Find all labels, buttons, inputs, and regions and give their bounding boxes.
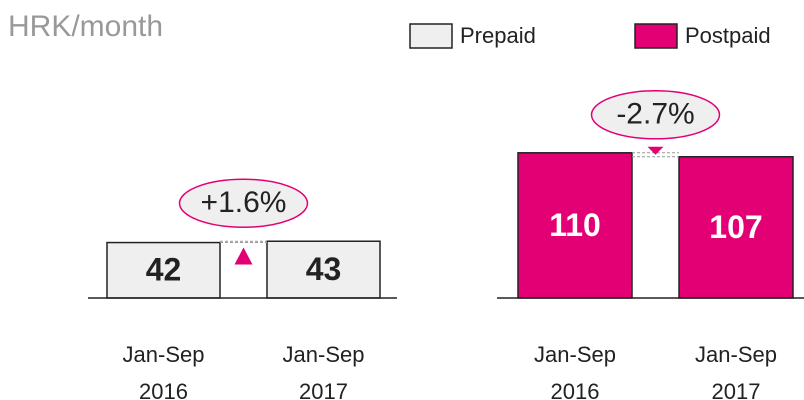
change-arrow (647, 146, 664, 155)
bar-value-label: 107 (709, 209, 762, 245)
change-bubble (590, 90, 721, 140)
category-label: Jan-Sep 2016 (534, 342, 616, 400)
bar-value-label: 42 (146, 252, 182, 288)
category-label: Jan-Sep 2017 (695, 342, 777, 400)
legend-label: Prepaid (460, 23, 536, 48)
legend-label: Postpaid (685, 23, 771, 48)
bar-value-label: 110 (549, 207, 601, 243)
chart-title: HRK/month (8, 10, 163, 43)
change-label: -2.7% (616, 98, 694, 131)
change-arrow (234, 247, 253, 265)
change-bubble (178, 178, 309, 228)
legend-swatch (409, 23, 453, 49)
bar (678, 156, 794, 299)
bar-value-label: 43 (306, 251, 342, 287)
category-label: Jan-Sep 2016 (122, 342, 205, 400)
legend-swatch (634, 23, 678, 49)
bar (517, 152, 633, 299)
change-label: +1.6% (201, 186, 287, 219)
category-label: Jan-Sep 2017 (282, 342, 365, 400)
bar (106, 241, 221, 299)
